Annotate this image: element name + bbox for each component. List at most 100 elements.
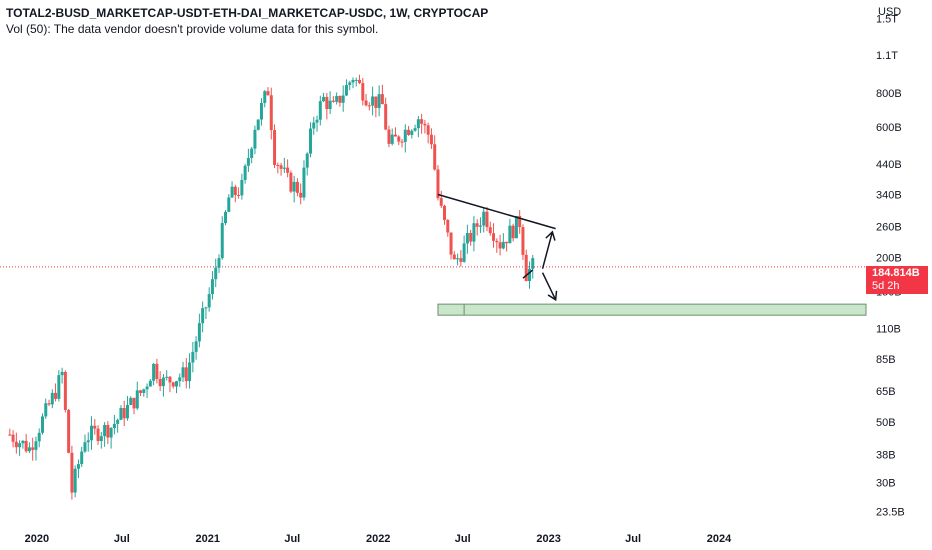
candle-body xyxy=(63,371,67,410)
candle-body xyxy=(390,134,394,144)
x-tick-label: Jul xyxy=(455,533,471,545)
candle-body xyxy=(524,254,528,282)
support-zone-rect[interactable] xyxy=(437,303,867,316)
candle-body xyxy=(148,380,152,387)
candle-body xyxy=(400,141,404,143)
candle-body xyxy=(24,440,28,452)
candle-body xyxy=(73,468,77,493)
candle-body xyxy=(240,179,244,196)
candle-body xyxy=(443,205,447,220)
candle-body xyxy=(482,211,486,226)
candle-body xyxy=(318,101,322,120)
candle-body xyxy=(309,128,313,154)
y-tick-label: 110B xyxy=(876,323,901,335)
candle-body xyxy=(76,464,80,469)
y-tick-label: 85B xyxy=(876,354,896,366)
y-axis-unit: USD xyxy=(878,6,901,18)
candle-body xyxy=(266,91,270,96)
arrow-down-icon[interactable] xyxy=(541,272,558,302)
candle-body xyxy=(387,129,391,144)
candle-body xyxy=(397,136,401,142)
candle-body xyxy=(351,79,355,83)
candle-body xyxy=(410,130,414,135)
y-tick-label: 200B xyxy=(876,252,902,264)
candle-body xyxy=(514,215,518,239)
candle-body xyxy=(142,389,146,393)
candle-body xyxy=(181,367,185,378)
candle-body xyxy=(174,381,178,387)
arrow-up-icon[interactable] xyxy=(541,230,556,269)
candle-body xyxy=(57,375,61,399)
candle-body xyxy=(495,240,499,243)
candle-body xyxy=(125,404,129,419)
candle-body xyxy=(364,100,368,106)
candle-body xyxy=(8,434,12,436)
y-tick-label: 260B xyxy=(876,221,902,233)
candle-body xyxy=(439,198,443,206)
candle-body xyxy=(161,377,165,387)
candle-body xyxy=(204,307,208,309)
candle-body xyxy=(305,153,309,168)
candle-body xyxy=(86,440,90,443)
candle-body xyxy=(322,96,326,102)
candle-body xyxy=(416,119,420,129)
x-tick-label: 2022 xyxy=(366,533,390,545)
x-tick-label: 2023 xyxy=(536,533,560,545)
y-axis[interactable]: USD 1.5T1.1T800B600B440B340B260B200B150B… xyxy=(876,6,905,519)
candle-body xyxy=(27,447,31,452)
candle-body xyxy=(37,432,41,442)
candle-body xyxy=(119,408,123,420)
candle-body xyxy=(103,424,107,437)
candle-body xyxy=(462,243,466,262)
candle-body xyxy=(459,258,463,262)
candle-body xyxy=(116,419,120,424)
candle-body xyxy=(361,83,365,101)
candle-body xyxy=(367,105,371,107)
candle-body xyxy=(237,194,241,196)
y-tick-label: 50B xyxy=(876,417,896,429)
candle-body xyxy=(256,119,260,130)
x-tick-label: Jul xyxy=(114,533,130,545)
candle-body xyxy=(465,232,469,244)
chart-title: TOTAL2-BUSD_MARKETCAP-USDT-ETH-DAI_MARKE… xyxy=(6,6,489,20)
current-price-badge: 184.814B xyxy=(866,266,928,281)
x-axis[interactable]: 2020 Jul 2021 Jul 2022 Jul 2023 Jul 2024 xyxy=(25,533,733,545)
candle-body xyxy=(11,434,15,442)
candle-body xyxy=(393,134,397,137)
bar-countdown-badge: 5d 2h xyxy=(866,279,928,294)
candle-body xyxy=(282,167,286,169)
candlestick-series xyxy=(8,74,535,500)
candle-body xyxy=(374,96,378,108)
candle-body xyxy=(485,211,489,228)
candle-body xyxy=(354,79,358,81)
candle-body xyxy=(191,351,195,363)
candle-body xyxy=(220,223,224,259)
candle-body xyxy=(492,233,496,241)
candle-body xyxy=(429,134,433,145)
candle-body xyxy=(292,181,296,192)
candle-body xyxy=(384,104,388,130)
candle-body xyxy=(371,96,375,106)
candle-body xyxy=(325,96,329,110)
candle-body xyxy=(93,425,97,429)
candle-body xyxy=(145,386,149,390)
candle-body xyxy=(227,197,231,212)
candle-body xyxy=(233,186,237,195)
candle-body xyxy=(335,95,339,102)
candle-body xyxy=(194,341,198,352)
candle-body xyxy=(456,258,460,260)
candle-body xyxy=(40,416,44,433)
candle-body xyxy=(446,219,450,233)
candle-body xyxy=(403,129,407,142)
drawings-layer[interactable] xyxy=(437,193,558,302)
candle-body xyxy=(60,371,64,376)
candle-body xyxy=(338,95,342,103)
candle-body xyxy=(96,428,100,442)
support-trendline[interactable] xyxy=(522,269,534,279)
candle-body xyxy=(152,363,156,381)
candle-body xyxy=(54,392,58,399)
candle-body xyxy=(99,436,103,442)
descending-trendline[interactable] xyxy=(437,193,556,230)
candle-body xyxy=(207,294,211,308)
